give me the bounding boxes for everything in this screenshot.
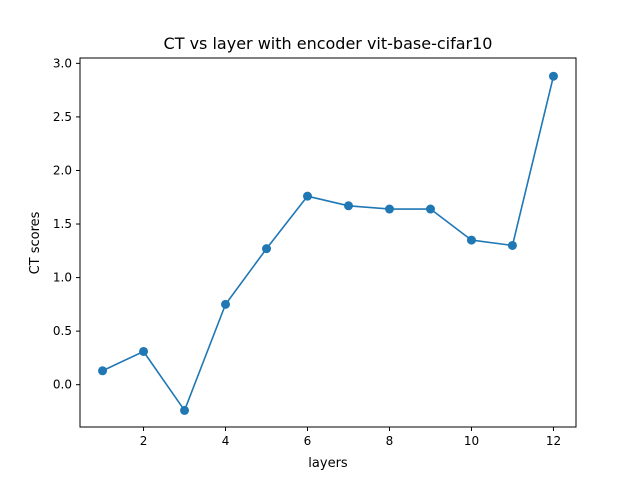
data-point <box>262 244 272 254</box>
x-tick-label: 10 <box>464 434 479 448</box>
y-tick-label: 0.0 <box>53 378 72 392</box>
data-point <box>466 235 476 245</box>
y-tick-label: 1.0 <box>53 271 72 285</box>
data-point <box>548 71 558 81</box>
x-tick-label: 6 <box>304 434 312 448</box>
y-tick-label: 0.5 <box>53 324 72 338</box>
x-axis-label: layers <box>308 456 348 471</box>
y-tick-label: 2.5 <box>53 110 72 124</box>
x-tick-label: 12 <box>546 434 561 448</box>
data-point <box>180 405 190 415</box>
x-tick-label: 8 <box>386 434 394 448</box>
y-tick-label: 3.0 <box>53 56 72 70</box>
data-point <box>303 191 312 201</box>
data-point <box>221 299 231 309</box>
y-tick-label: 1.5 <box>53 217 72 231</box>
plot-area <box>98 71 558 415</box>
chart-title: CT vs layer with encoder vit-base-cifar1… <box>164 34 493 53</box>
axes: 2 4 6 8 10 12 0.0 0.5 1.0 1.5 2.0 2.5 3.0 <box>53 56 577 448</box>
x-tick-label: 4 <box>222 434 230 448</box>
x-tick-label: 2 <box>140 434 148 448</box>
data-point <box>425 204 435 214</box>
y-axis-label: CT scores <box>28 211 43 274</box>
data-point <box>384 204 394 214</box>
data-point <box>98 366 108 376</box>
y-tick-label: 2.0 <box>53 163 72 177</box>
data-point <box>139 346 149 356</box>
data-point <box>344 201 353 211</box>
series-line <box>102 76 555 412</box>
axes-frame <box>79 57 577 428</box>
data-point <box>507 240 517 250</box>
